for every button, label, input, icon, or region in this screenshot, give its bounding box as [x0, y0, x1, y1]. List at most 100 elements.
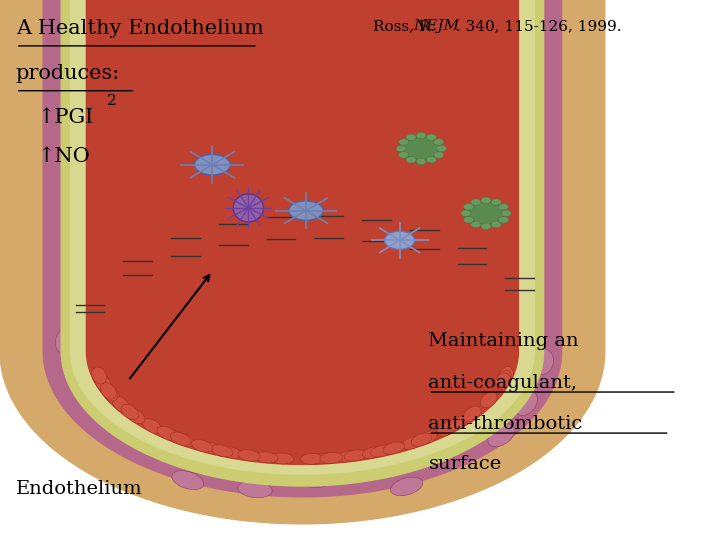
- Ellipse shape: [199, 442, 221, 454]
- Ellipse shape: [390, 477, 423, 496]
- Ellipse shape: [112, 343, 134, 369]
- Text: Maintaining an: Maintaining an: [428, 332, 579, 350]
- Ellipse shape: [112, 350, 134, 375]
- Ellipse shape: [426, 157, 436, 163]
- Ellipse shape: [481, 197, 491, 204]
- Ellipse shape: [491, 199, 501, 205]
- Ellipse shape: [193, 431, 225, 451]
- Ellipse shape: [143, 418, 161, 433]
- Ellipse shape: [328, 444, 363, 461]
- Ellipse shape: [107, 329, 128, 355]
- Ellipse shape: [488, 424, 515, 447]
- Ellipse shape: [310, 453, 333, 464]
- Ellipse shape: [101, 357, 123, 383]
- Ellipse shape: [402, 436, 423, 449]
- Ellipse shape: [383, 442, 405, 454]
- Ellipse shape: [298, 447, 333, 463]
- Text: anti-coagulant,: anti-coagulant,: [428, 374, 577, 391]
- Ellipse shape: [120, 387, 145, 411]
- Ellipse shape: [143, 440, 173, 461]
- Ellipse shape: [396, 145, 406, 152]
- Text: ↑PGI: ↑PGI: [37, 108, 94, 127]
- Ellipse shape: [152, 405, 179, 428]
- Ellipse shape: [304, 454, 327, 464]
- Ellipse shape: [345, 428, 377, 447]
- Ellipse shape: [497, 370, 512, 388]
- Ellipse shape: [491, 221, 501, 228]
- Ellipse shape: [220, 447, 241, 458]
- Ellipse shape: [461, 210, 471, 217]
- Ellipse shape: [384, 231, 415, 249]
- Ellipse shape: [104, 413, 130, 436]
- Ellipse shape: [532, 349, 554, 375]
- Ellipse shape: [211, 444, 233, 457]
- Ellipse shape: [417, 431, 437, 444]
- Ellipse shape: [433, 139, 444, 145]
- Ellipse shape: [404, 446, 435, 467]
- Ellipse shape: [448, 416, 467, 431]
- Ellipse shape: [459, 409, 477, 424]
- Text: produces:: produces:: [16, 64, 120, 83]
- Ellipse shape: [166, 430, 186, 444]
- Ellipse shape: [464, 217, 474, 223]
- Ellipse shape: [157, 426, 177, 440]
- Ellipse shape: [426, 134, 436, 140]
- Ellipse shape: [293, 470, 328, 486]
- Ellipse shape: [416, 158, 426, 165]
- Ellipse shape: [348, 441, 381, 458]
- Text: Endothelium: Endothelium: [16, 480, 143, 497]
- Ellipse shape: [399, 139, 409, 145]
- Ellipse shape: [411, 433, 432, 447]
- Ellipse shape: [101, 383, 117, 399]
- Ellipse shape: [92, 368, 107, 386]
- Ellipse shape: [478, 401, 503, 426]
- Ellipse shape: [271, 453, 294, 464]
- Ellipse shape: [213, 445, 246, 463]
- Polygon shape: [71, 0, 534, 474]
- Text: . 340, 115-126, 1999.: . 340, 115-126, 1999.: [456, 19, 621, 33]
- Text: Ross, R.: Ross, R.: [373, 19, 440, 33]
- Ellipse shape: [514, 390, 537, 415]
- Ellipse shape: [406, 134, 416, 140]
- Ellipse shape: [370, 420, 402, 440]
- Ellipse shape: [435, 390, 459, 415]
- Ellipse shape: [172, 471, 204, 490]
- Ellipse shape: [399, 152, 409, 158]
- Ellipse shape: [315, 453, 338, 464]
- Polygon shape: [61, 0, 544, 486]
- Ellipse shape: [371, 445, 392, 457]
- Ellipse shape: [96, 375, 111, 392]
- Ellipse shape: [498, 204, 508, 210]
- Ellipse shape: [406, 157, 416, 163]
- Ellipse shape: [458, 367, 480, 392]
- Ellipse shape: [55, 328, 77, 354]
- Ellipse shape: [174, 433, 194, 447]
- Ellipse shape: [503, 332, 525, 358]
- Ellipse shape: [127, 408, 145, 424]
- Ellipse shape: [166, 403, 194, 426]
- Ellipse shape: [78, 335, 100, 361]
- Ellipse shape: [498, 380, 522, 405]
- Ellipse shape: [316, 453, 339, 464]
- Polygon shape: [43, 0, 562, 497]
- Ellipse shape: [194, 154, 230, 175]
- Ellipse shape: [192, 440, 213, 452]
- Ellipse shape: [138, 390, 162, 414]
- Ellipse shape: [485, 333, 506, 359]
- Ellipse shape: [513, 334, 535, 360]
- Text: A Healthy Endothelium: A Healthy Endothelium: [16, 19, 264, 38]
- Ellipse shape: [428, 443, 459, 464]
- Ellipse shape: [362, 447, 384, 458]
- Ellipse shape: [481, 223, 491, 230]
- Ellipse shape: [139, 431, 168, 454]
- Ellipse shape: [233, 194, 264, 222]
- Ellipse shape: [112, 396, 130, 413]
- Ellipse shape: [468, 202, 504, 225]
- Text: ↑NO: ↑NO: [37, 147, 90, 166]
- Text: surface: surface: [428, 455, 502, 472]
- Ellipse shape: [297, 458, 332, 474]
- Ellipse shape: [403, 137, 439, 160]
- Ellipse shape: [471, 221, 481, 228]
- Ellipse shape: [93, 370, 108, 387]
- Polygon shape: [86, 0, 518, 464]
